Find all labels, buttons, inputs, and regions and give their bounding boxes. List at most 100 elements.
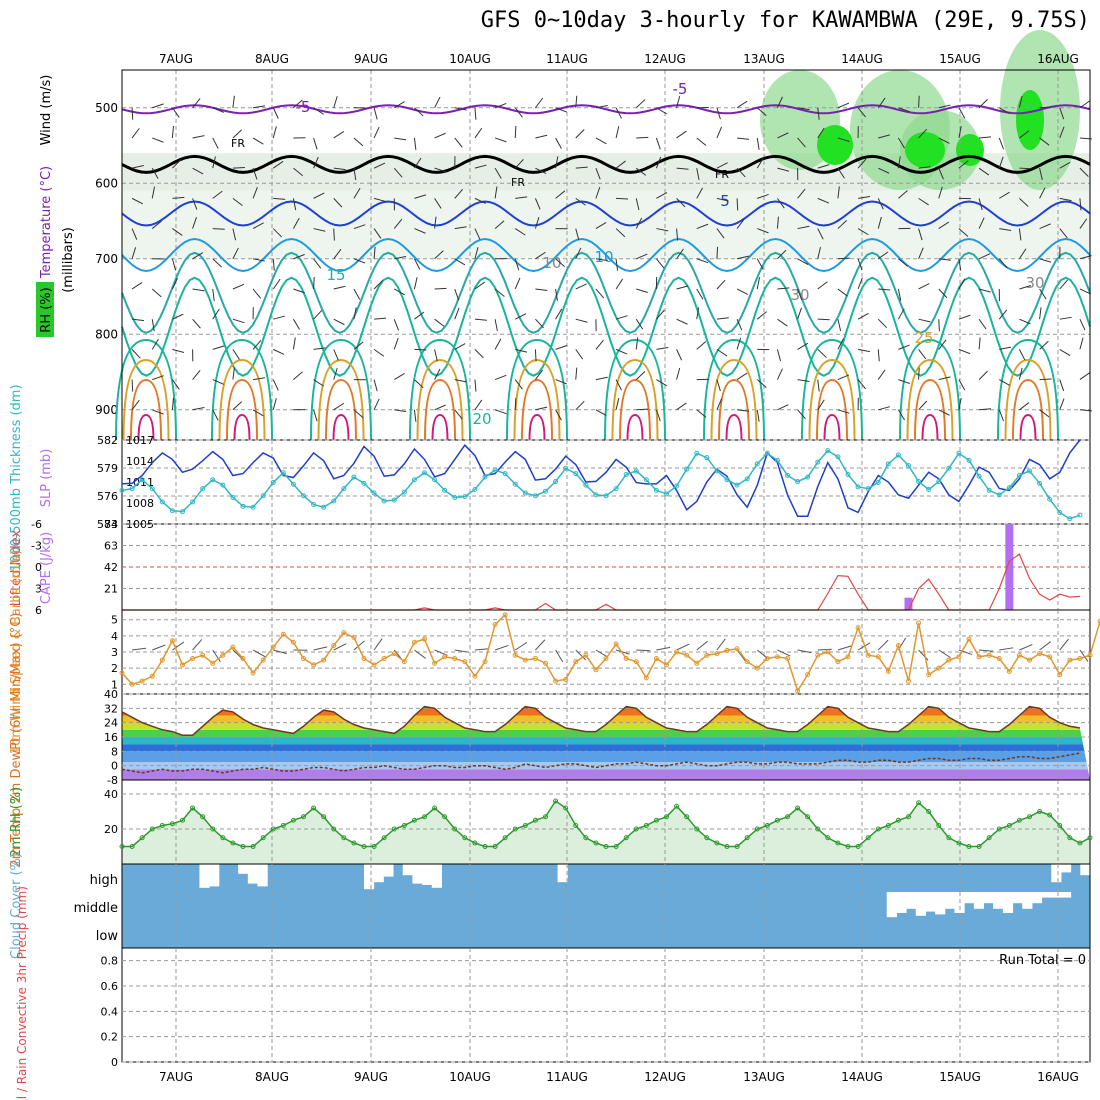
cloud-gap <box>1051 892 1062 898</box>
wind-barb <box>696 137 707 146</box>
wind-barb <box>454 137 463 148</box>
wind-barb <box>979 649 994 652</box>
ylabel-rh: RH (%) <box>39 287 54 332</box>
thickness-line-point <box>1047 496 1053 502</box>
thickness-line-point <box>926 487 932 493</box>
y-tick-label: 900 <box>95 403 118 417</box>
wind-barb <box>555 156 559 169</box>
temp-tick-label: 24 <box>104 717 118 730</box>
isotherm-loop <box>218 358 266 441</box>
wind-barb <box>171 258 177 271</box>
wind-barb <box>313 137 318 150</box>
x-date-label-top: 13AUG <box>743 52 785 66</box>
wind-barb <box>938 221 950 229</box>
thickness-line <box>121 449 1081 520</box>
thickness-line-point <box>361 480 367 486</box>
wind-barb <box>272 160 284 169</box>
isotherm-loop <box>801 338 863 441</box>
wind-barb <box>1018 228 1022 241</box>
thickness-line-point <box>411 477 417 483</box>
wind-barb <box>797 307 802 320</box>
thickness-line-point <box>381 498 387 504</box>
wind-barb <box>474 648 489 651</box>
wind-barb <box>676 285 689 290</box>
wind-barb <box>636 288 648 293</box>
isotherm-loop <box>718 378 750 441</box>
rh2m-line-point <box>754 826 760 832</box>
wind-barb <box>413 258 421 270</box>
wind-barb <box>514 397 517 410</box>
temp-color-band <box>122 715 1090 723</box>
precip-tick-label: 0.6 <box>101 980 119 993</box>
wind-barb <box>514 641 528 651</box>
wind-barb <box>413 277 418 290</box>
thickness-line-point <box>996 492 1002 498</box>
wind-speed-line-point <box>774 654 780 660</box>
wind-barb <box>696 223 709 230</box>
wind-barb <box>817 164 830 169</box>
temp-color-band <box>122 722 1090 730</box>
cloud-gap <box>402 864 413 876</box>
wind-barb <box>272 107 279 119</box>
wind-barb <box>292 318 301 330</box>
wind-barb <box>132 318 145 322</box>
thickness-line-point <box>1067 516 1073 522</box>
wind-speed-line-point <box>764 655 770 661</box>
wind-speed-line-point <box>704 652 710 658</box>
rh2m-line-point <box>169 821 175 827</box>
wind-barb <box>1039 409 1050 418</box>
wind-barb <box>353 258 366 264</box>
contour-label: FR <box>231 137 245 150</box>
thickness-line-point <box>825 448 831 454</box>
rh2m-line-point <box>502 835 508 841</box>
temp-color-band <box>122 751 1090 763</box>
wind-barb <box>636 408 649 411</box>
rh2m-line-point <box>230 840 236 846</box>
wind-barb <box>716 379 721 392</box>
thickness-line-point <box>1006 485 1012 491</box>
x-date-label-bottom: 12AUG <box>644 1070 686 1084</box>
wind-barb <box>998 191 1010 199</box>
wind-barb <box>515 196 528 199</box>
wind-barb <box>152 103 164 109</box>
wind-barb <box>978 288 991 293</box>
wind-barb <box>1059 279 1069 290</box>
wind-barb <box>575 649 587 661</box>
wind-speed-line-point <box>563 676 569 682</box>
isotherm-loop <box>506 338 568 441</box>
wind-barb <box>736 318 743 331</box>
wind-barb <box>857 642 871 651</box>
wind-speed-line-point <box>311 662 317 668</box>
thickness-line-point <box>633 468 639 474</box>
thickness-line-point <box>906 463 911 469</box>
wind-barb <box>131 379 134 392</box>
wind-barb <box>272 379 279 391</box>
wind-speed-line-point <box>684 652 690 658</box>
wind-barb <box>515 348 528 353</box>
wind-barb <box>1079 218 1088 229</box>
rh2m-line-point <box>563 805 569 811</box>
contour-label: 30 <box>1025 274 1044 292</box>
wind-speed-line-point <box>805 672 811 678</box>
wind-barb <box>978 198 983 211</box>
wind-speed-line-point <box>543 660 548 666</box>
isotherm--5 <box>121 104 1091 115</box>
wind-barb <box>857 228 869 236</box>
wind-barb <box>131 399 140 411</box>
thickness-line-point <box>724 477 730 483</box>
wind-speed-line <box>121 613 1100 693</box>
temp-tick-label: 8 <box>111 745 118 758</box>
wind-barb <box>756 107 767 117</box>
wind-barb <box>1039 641 1052 651</box>
temp-color-band <box>122 744 1090 752</box>
thickness-line-point <box>492 467 498 473</box>
slp-tick-label: 1017 <box>126 434 154 447</box>
isotherm-loop <box>906 358 954 441</box>
cape-bar <box>1005 524 1014 610</box>
wind-barb <box>514 258 520 271</box>
wind-barb <box>414 311 425 320</box>
wind-barb <box>414 194 427 199</box>
cloud-gap <box>915 892 926 916</box>
wind-speed-line-point <box>653 655 659 661</box>
rh2m-line <box>122 799 1091 848</box>
